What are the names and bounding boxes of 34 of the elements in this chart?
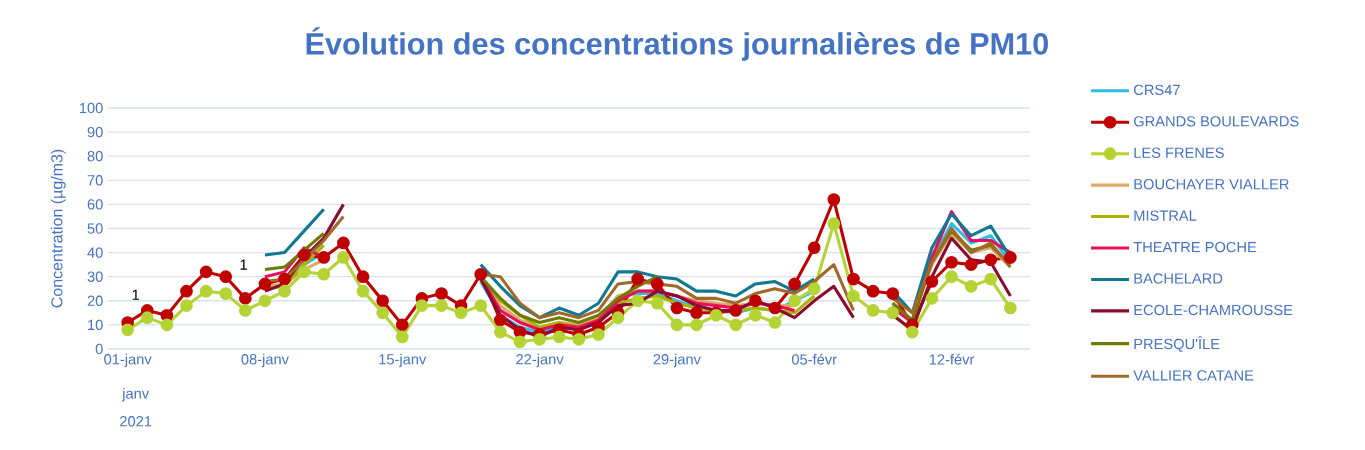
y-tick-label: 50: [87, 223, 103, 234]
legend-label: GRANDS BOULEVARDS: [1133, 116, 1299, 127]
legend-label: CRS47: [1134, 84, 1180, 96]
legend-label: LES FRENES: [1134, 147, 1224, 158]
y-tick-label: 90: [87, 126, 103, 138]
y-tick-label: 100: [79, 102, 103, 114]
y-tick-label: 30: [87, 271, 103, 282]
x-tick-label: 15-janv: [379, 353, 427, 368]
legend-label: THEATRE POCHE: [1133, 241, 1257, 253]
y-tick-label: 80: [87, 151, 103, 162]
text: 2021: [120, 416, 152, 427]
y-tick-label: 40: [87, 247, 103, 258]
legend-label: MISTRAL: [1134, 210, 1197, 221]
x-tick-label: 01-janv: [104, 353, 152, 368]
y-tick-label: 60: [87, 199, 103, 210]
annotation: 1: [132, 289, 140, 300]
x-tick-label: 29-janv: [653, 353, 701, 368]
x-tick-label: 12-févr: [929, 353, 975, 365]
x-tick-label: 05-févr: [791, 353, 837, 365]
legend-label: BACHELARD: [1134, 273, 1223, 284]
y-tick-label: 10: [88, 319, 103, 331]
text: janv: [121, 387, 150, 402]
chart-title: Évolution des concentrations journalières de PM10: [306, 27, 1048, 61]
legend-label: BOUCHAYER VIALLER: [1134, 179, 1289, 190]
y-axis-title: Concentration (µg/m3): [50, 149, 66, 308]
legend-label: VALLIER CATANE: [1133, 370, 1254, 381]
legend-label: PRESQU'ÎLE: [1134, 336, 1220, 352]
y-tick-label: 70: [87, 175, 103, 186]
y-tick-label: 0: [95, 343, 103, 355]
x-tick-label: 22-janv: [516, 353, 564, 368]
y-tick-label: 20: [87, 295, 103, 306]
x-tick-label: 08-janv: [241, 353, 289, 368]
legend-label: ECOLE-CHAMROUSSE: [1134, 304, 1293, 316]
annotation: 1: [240, 259, 247, 270]
